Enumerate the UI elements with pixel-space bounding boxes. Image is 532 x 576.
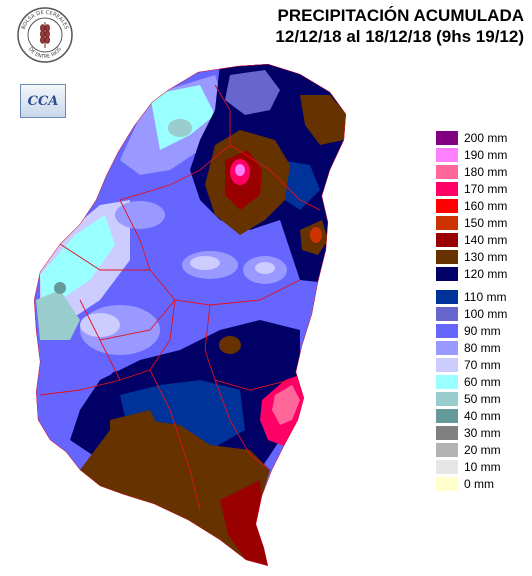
legend-label: 90 mm bbox=[464, 324, 501, 338]
legend-label: 180 mm bbox=[464, 165, 508, 179]
legend-label: 40 mm bbox=[464, 409, 501, 423]
legend-swatch bbox=[436, 443, 458, 457]
legend-label: 140 mm bbox=[464, 233, 508, 247]
legend-swatch bbox=[436, 307, 458, 321]
legend-swatch bbox=[436, 392, 458, 406]
legend-swatch bbox=[436, 358, 458, 372]
legend-label: 70 mm bbox=[464, 358, 501, 372]
legend-label: 170 mm bbox=[464, 182, 508, 196]
map-title: PRECIPITACIÓN ACUMULADA bbox=[277, 6, 525, 25]
legend-swatch bbox=[436, 199, 458, 213]
wheat-seal-icon bbox=[40, 22, 50, 48]
legend-label: 130 mm bbox=[464, 250, 508, 264]
legend-swatch bbox=[436, 426, 458, 440]
legend-swatch bbox=[436, 267, 458, 281]
legend-label: 160 mm bbox=[464, 199, 508, 213]
legend-label: 100 mm bbox=[464, 307, 508, 321]
legend-label: 150 mm bbox=[464, 216, 508, 230]
legend-swatch bbox=[436, 233, 458, 247]
legend-swatch bbox=[436, 290, 458, 304]
legend-swatch bbox=[436, 460, 458, 474]
bolsa-cereales-logo: BOLSA DE CEREALES DE ENTRE RIOS bbox=[17, 7, 73, 63]
legend-label: 60 mm bbox=[464, 375, 501, 389]
legend-label: 190 mm bbox=[464, 148, 508, 162]
cca-badge: CCA bbox=[20, 84, 66, 118]
legend-swatch bbox=[436, 477, 458, 491]
map-date-range: 12/12/18 al 18/12/18 (9hs 19/12) bbox=[275, 27, 524, 46]
legend-swatch bbox=[436, 324, 458, 338]
legend-label: 50 mm bbox=[464, 392, 501, 406]
cca-badge-text: CCA bbox=[27, 93, 59, 109]
legend-label: 30 mm bbox=[464, 426, 501, 440]
legend-swatch bbox=[436, 409, 458, 423]
legend-swatch bbox=[436, 148, 458, 162]
legend-swatch bbox=[436, 250, 458, 264]
legend-label: 10 mm bbox=[464, 460, 501, 474]
legend-swatch bbox=[436, 216, 458, 230]
legend-label: 80 mm bbox=[464, 341, 501, 355]
legend-label: 20 mm bbox=[464, 443, 501, 457]
legend-swatch bbox=[436, 165, 458, 179]
legend-label: 120 mm bbox=[464, 267, 508, 281]
legend-swatch bbox=[436, 131, 458, 145]
legend-label: 200 mm bbox=[464, 131, 508, 145]
legend-label: 0 mm bbox=[464, 477, 494, 491]
legend-label: 110 mm bbox=[464, 290, 507, 304]
legend-swatch bbox=[436, 375, 458, 389]
legend-swatch bbox=[436, 182, 458, 196]
legend-swatch bbox=[436, 341, 458, 355]
